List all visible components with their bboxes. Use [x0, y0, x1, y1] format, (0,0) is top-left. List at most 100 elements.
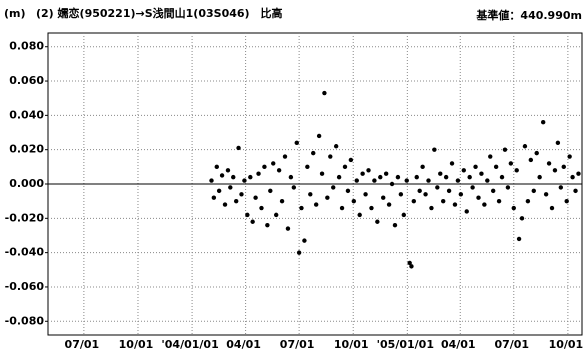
data-point: [407, 260, 412, 266]
data-point: [467, 174, 472, 180]
data-point: [248, 174, 253, 180]
data-point: [511, 205, 516, 211]
data-point: [333, 144, 339, 149]
data-point: [279, 198, 285, 204]
data-point: [308, 192, 313, 197]
data-point: [479, 171, 484, 176]
data-point: [328, 154, 333, 159]
data-point: [392, 222, 398, 228]
data-point: [342, 164, 348, 170]
data-point: [250, 219, 255, 224]
data-point: [488, 154, 493, 159]
data-point: [313, 202, 319, 207]
y-tick-label: 0.000: [9, 177, 44, 190]
data-point: [516, 236, 522, 242]
data-point: [567, 154, 572, 159]
data-point: [522, 144, 528, 149]
data-point: [458, 192, 464, 197]
data-point: [302, 238, 307, 243]
data-point: [372, 178, 377, 183]
data-point: [525, 198, 531, 204]
data-point: [502, 147, 508, 152]
data-point: [351, 198, 357, 204]
data-point: [531, 188, 536, 194]
data-point: [242, 178, 247, 183]
data-point: [211, 195, 217, 200]
data-point: [473, 164, 478, 170]
chart-title: (2) 嬬恋(950221)→S浅間山1(03S046) 比高: [36, 6, 283, 20]
data-point: [245, 212, 250, 218]
data-point: [395, 174, 401, 180]
data-point: [455, 178, 461, 183]
data-point: [499, 174, 505, 180]
data-point: [268, 188, 273, 194]
data-point: [398, 192, 404, 197]
reference-value: 基準値：440.990m: [475, 8, 582, 22]
data-point: [276, 168, 282, 173]
data-point: [256, 171, 261, 176]
y-tick-label: -0.020: [5, 211, 45, 224]
data-point: [296, 250, 302, 255]
data-point: [464, 209, 469, 214]
data-point: [449, 161, 455, 166]
data-point: [214, 164, 219, 170]
data-point: [423, 192, 428, 197]
data-point: [490, 188, 496, 194]
data-point: [493, 164, 499, 170]
data-point: [345, 188, 351, 194]
y-tick-label: 0.060: [9, 74, 44, 87]
x-tick-label: '05/01/01: [377, 338, 434, 351]
data-point: [576, 171, 581, 176]
y-unit-label: (m): [4, 7, 26, 20]
data-point: [482, 202, 487, 207]
x-tick-label: 04/01: [226, 338, 261, 351]
data-point: [331, 185, 336, 190]
data-point: [496, 198, 502, 204]
data-point: [291, 185, 297, 190]
data-point: [561, 164, 566, 170]
data-point: [540, 120, 546, 125]
data-point: [239, 192, 244, 197]
x-tick-label: 07/01: [494, 338, 529, 351]
data-point: [401, 212, 407, 218]
data-point: [322, 90, 327, 96]
data-point: [209, 178, 214, 183]
data-point: [233, 198, 239, 204]
data-point: [470, 185, 475, 190]
y-tick-label: -0.040: [5, 246, 45, 259]
data-point: [299, 205, 304, 211]
data-point: [216, 188, 222, 194]
data-point: [426, 178, 431, 183]
data-point: [360, 171, 365, 176]
data-point: [253, 195, 258, 200]
y-tick-label: -0.060: [5, 280, 45, 293]
data-point: [386, 202, 392, 207]
data-point: [570, 174, 575, 180]
data-point: [543, 192, 549, 197]
data-point: [389, 181, 395, 187]
data-point: [476, 195, 481, 200]
data-point: [514, 168, 519, 173]
data-point: [528, 157, 534, 163]
data-point: [552, 168, 558, 173]
data-point: [225, 168, 231, 173]
data-point: [508, 161, 514, 166]
y-tick-label: 0.020: [9, 143, 44, 156]
data-point: [505, 185, 511, 190]
data-point: [231, 174, 236, 180]
data-point: [369, 205, 374, 211]
data-point: [441, 198, 446, 204]
data-point: [438, 171, 443, 176]
data-point: [537, 174, 542, 180]
x-tick-label: 07/01: [65, 338, 100, 351]
data-point: [325, 195, 330, 200]
data-point: [546, 161, 552, 166]
x-tick-label: '04/01/01: [161, 338, 218, 351]
data-point: [265, 222, 270, 228]
data-point: [294, 140, 299, 146]
data-point: [404, 178, 409, 183]
data-point: [271, 161, 276, 166]
y-tick-label: 0.080: [9, 40, 44, 53]
data-point: [236, 145, 241, 151]
